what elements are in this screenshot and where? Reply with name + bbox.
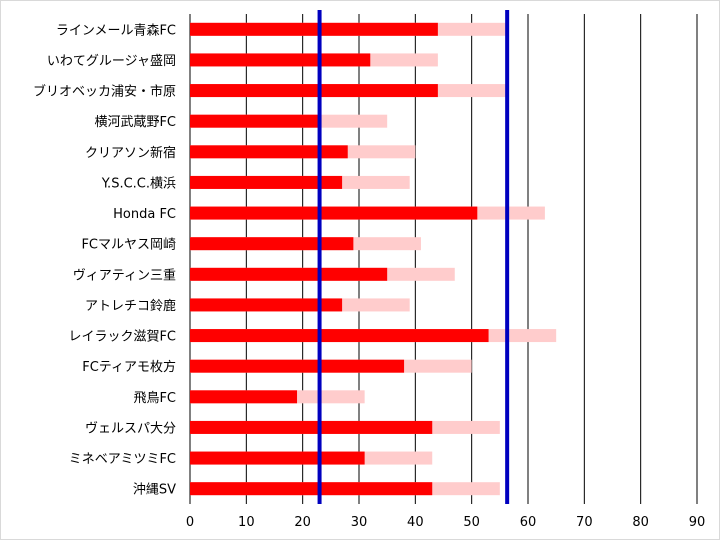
category-label-13: ヴェルスパ大分 [85, 420, 176, 436]
x-tick-label-50: 50 [463, 515, 480, 530]
x-tick-label-40: 40 [407, 515, 424, 530]
x-tick-label-60: 60 [520, 515, 537, 530]
category-label-0: ラインメール青森FC [56, 23, 176, 38]
category-label-9: アトレチコ鈴鹿 [85, 298, 176, 314]
category-label-11: FCティアモ枚方 [82, 359, 176, 375]
category-label-6: Honda FC [113, 207, 176, 222]
category-label-8: ヴィアティン三重 [73, 267, 176, 283]
current-bar-11 [190, 359, 405, 373]
current-bar-6 [190, 206, 478, 220]
current-bar-8 [190, 267, 388, 281]
current-bar-14 [190, 451, 365, 465]
category-label-1: いわてグルージャ盛岡 [47, 54, 176, 69]
x-tick-label-20: 20 [294, 515, 311, 530]
current-bars [190, 22, 489, 496]
x-tick-label-30: 30 [351, 515, 368, 530]
x-tick-label-80: 80 [632, 515, 649, 530]
current-bar-10 [190, 329, 489, 343]
category-label-12: 飛鳥FC [133, 391, 176, 406]
category-label-15: 沖縄SV [133, 483, 176, 498]
category-label-7: FCマルヤス岡崎 [81, 238, 176, 253]
current-bar-7 [190, 237, 354, 251]
x-tick-label-70: 70 [576, 515, 593, 530]
current-bar-13 [190, 420, 433, 434]
current-bar-3 [190, 114, 320, 128]
current-bar-1 [190, 53, 371, 67]
current-bar-5 [190, 175, 343, 189]
current-bar-0 [190, 22, 438, 36]
category-label-10: レイラック滋賀FC [68, 330, 176, 345]
x-tick-label-90: 90 [689, 515, 706, 530]
x-tick-label-10: 10 [238, 515, 255, 530]
reference-lines [317, 10, 510, 504]
category-label-4: クリアソン新宿 [85, 145, 176, 161]
category-label-3: 横河武蔵野FC [94, 115, 176, 130]
current-bar-4 [190, 145, 348, 159]
x-tick-labels: 0 10 20 30 40 50 60 70 80 90 [186, 515, 705, 530]
current-bar-2 [190, 84, 438, 98]
current-bar-12 [190, 390, 298, 404]
category-label-2: ブリオベッカ浦安・市原 [33, 84, 176, 100]
current-bar-9 [190, 298, 343, 312]
current-bar-15 [190, 482, 433, 496]
category-label-14: ミネベアミツミFC [69, 452, 176, 467]
x-tick-label-0: 0 [186, 515, 194, 530]
category-label-5: Y.S.C.C.横浜 [101, 176, 176, 191]
